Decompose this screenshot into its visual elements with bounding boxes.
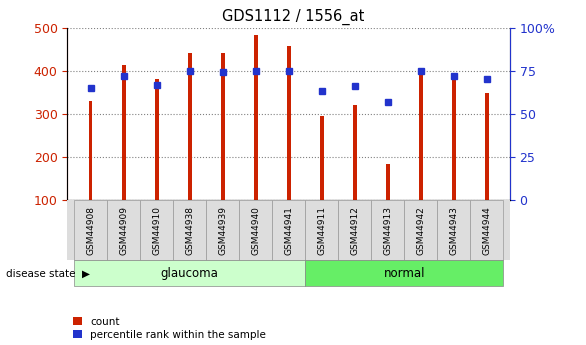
Text: GSM44938: GSM44938 xyxy=(185,206,194,255)
Text: GSM44912: GSM44912 xyxy=(350,206,359,255)
Text: GSM44942: GSM44942 xyxy=(416,206,425,255)
Bar xyxy=(418,69,423,200)
Bar xyxy=(155,79,159,200)
Bar xyxy=(386,164,390,200)
Bar xyxy=(319,116,323,200)
Text: disease state  ▶: disease state ▶ xyxy=(6,268,90,278)
Text: GSM44911: GSM44911 xyxy=(317,206,326,255)
Text: GSM44910: GSM44910 xyxy=(152,206,161,255)
Bar xyxy=(452,76,456,200)
Legend: count, percentile rank within the sample: count, percentile rank within the sample xyxy=(73,317,266,340)
Bar xyxy=(254,35,258,200)
Text: GSM44908: GSM44908 xyxy=(86,206,95,255)
Text: glaucoma: glaucoma xyxy=(161,267,219,280)
Bar xyxy=(188,53,192,200)
Text: GSM44941: GSM44941 xyxy=(284,206,293,255)
Bar xyxy=(287,46,291,200)
Bar xyxy=(220,53,224,200)
Text: GSM44939: GSM44939 xyxy=(218,206,227,255)
Bar xyxy=(485,93,489,200)
Text: GSM44909: GSM44909 xyxy=(119,206,128,255)
Bar xyxy=(88,101,93,200)
Bar xyxy=(121,65,125,200)
Text: normal: normal xyxy=(383,267,425,280)
Text: GDS1112 / 1556_at: GDS1112 / 1556_at xyxy=(222,9,364,25)
Text: GSM44940: GSM44940 xyxy=(251,206,260,255)
Text: GSM44913: GSM44913 xyxy=(383,206,392,255)
Text: GSM44943: GSM44943 xyxy=(449,206,458,255)
Bar xyxy=(353,105,357,200)
Text: GSM44944: GSM44944 xyxy=(482,206,491,255)
